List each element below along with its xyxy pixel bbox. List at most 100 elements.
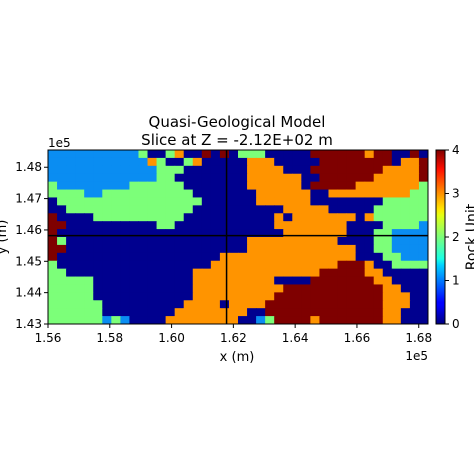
heatmap-cell	[201, 205, 212, 214]
heatmap-cell	[409, 244, 420, 254]
heatmap-cell	[265, 181, 275, 191]
heatmap-cell	[247, 260, 257, 270]
heatmap-cell	[247, 173, 257, 183]
heatmap-cell	[129, 244, 139, 254]
heatmap-cell	[57, 308, 67, 317]
heatmap-cell	[382, 221, 393, 230]
heatmap-cell	[147, 268, 158, 278]
heatmap-cell	[400, 276, 411, 285]
heatmap-cell	[400, 213, 411, 222]
heatmap-cell	[84, 276, 94, 285]
heatmap-cell	[337, 173, 348, 183]
heatmap-cell	[391, 252, 402, 262]
heatmap-cell	[174, 276, 185, 285]
heatmap-cell	[400, 189, 411, 198]
heatmap-cell	[120, 150, 130, 159]
heatmap-cell	[57, 284, 67, 293]
heatmap-cell	[328, 237, 339, 246]
heatmap-cell	[346, 213, 357, 222]
heatmap-cell	[165, 244, 176, 254]
heatmap-cell	[93, 244, 103, 254]
heatmap-cell	[238, 181, 248, 191]
heatmap-cell	[165, 308, 176, 317]
heatmap-cell	[247, 213, 257, 222]
heatmap-cell	[138, 205, 149, 214]
heatmap-cell	[75, 197, 85, 206]
heatmap-cell	[346, 284, 357, 293]
heatmap-cell	[391, 292, 402, 301]
heatmap-cell	[156, 205, 167, 214]
heatmap-cell	[238, 244, 248, 254]
heatmap-cell	[201, 150, 212, 159]
heatmap-cell	[409, 308, 420, 317]
heatmap-cell	[238, 316, 248, 325]
heatmap-cell	[129, 229, 139, 238]
heatmap-cell	[75, 213, 85, 222]
heatmap-cell	[346, 268, 357, 278]
heatmap-cell	[147, 237, 158, 246]
heatmap-cell	[409, 252, 420, 262]
heatmap-cell	[228, 268, 239, 278]
heatmap-cell	[256, 276, 266, 285]
heatmap-cell	[355, 292, 366, 301]
heatmap-cell	[382, 308, 393, 317]
heatmap-cell	[57, 276, 67, 285]
heatmap-cell	[48, 229, 58, 238]
heatmap-cell	[409, 260, 420, 270]
heatmap-cell	[292, 252, 302, 262]
heatmap-cell	[219, 181, 230, 191]
heatmap-cell	[391, 237, 402, 246]
heatmap-cell	[283, 181, 293, 191]
heatmap-cell	[228, 316, 239, 325]
heatmap-cell	[129, 189, 139, 198]
heatmap-cell	[111, 157, 121, 167]
heatmap-cell	[373, 237, 384, 246]
heatmap-cell	[382, 157, 393, 167]
heatmap-cell	[201, 173, 212, 183]
heatmap-cell	[210, 197, 221, 206]
heatmap-cell	[373, 276, 384, 285]
heatmap-cell	[355, 197, 366, 206]
heatmap-cell	[111, 252, 121, 262]
heatmap-cell	[364, 292, 375, 301]
heatmap-cell	[156, 292, 167, 301]
heatmap-cell	[228, 284, 239, 293]
heatmap-cell	[382, 150, 393, 159]
heatmap-cell	[93, 221, 103, 230]
heatmap-cell	[292, 173, 302, 183]
heatmap-cell	[301, 316, 311, 325]
heatmap-cell	[400, 284, 411, 293]
heatmap-cell	[201, 252, 212, 262]
heatmap-cell	[210, 237, 221, 246]
heatmap-cell	[102, 276, 112, 285]
heatmap-cell	[120, 316, 130, 325]
heatmap-cell	[156, 213, 167, 222]
heatmap-cell	[418, 308, 429, 317]
heatmap-cell	[219, 244, 230, 254]
heatmap-cell	[400, 308, 411, 317]
heatmap-cell	[102, 197, 112, 206]
heatmap-cell	[364, 157, 375, 167]
heatmap-cell	[192, 284, 203, 293]
heatmap-cell	[111, 189, 121, 198]
heatmap-cell	[310, 189, 320, 198]
heatmap-cell	[409, 300, 420, 309]
heatmap-cell	[328, 300, 339, 309]
heatmap-cell	[391, 276, 402, 285]
heatmap-cell	[256, 173, 266, 183]
heatmap-cell	[219, 157, 230, 167]
heatmap-cell	[364, 165, 375, 175]
heatmap-cell	[174, 237, 185, 246]
heatmap-cell	[292, 189, 302, 198]
heatmap-cell	[256, 237, 266, 246]
heatmap-cell	[75, 284, 85, 293]
heatmap-cell	[346, 229, 357, 238]
heatmap-cell	[75, 181, 85, 191]
heatmap-cell	[147, 150, 158, 159]
heatmap-cell	[84, 197, 94, 206]
heatmap-cell	[66, 189, 76, 198]
heatmap-cell	[373, 252, 384, 262]
heatmap-cell	[129, 197, 139, 206]
heatmap-cell	[274, 157, 284, 167]
heatmap-cell	[328, 157, 339, 167]
